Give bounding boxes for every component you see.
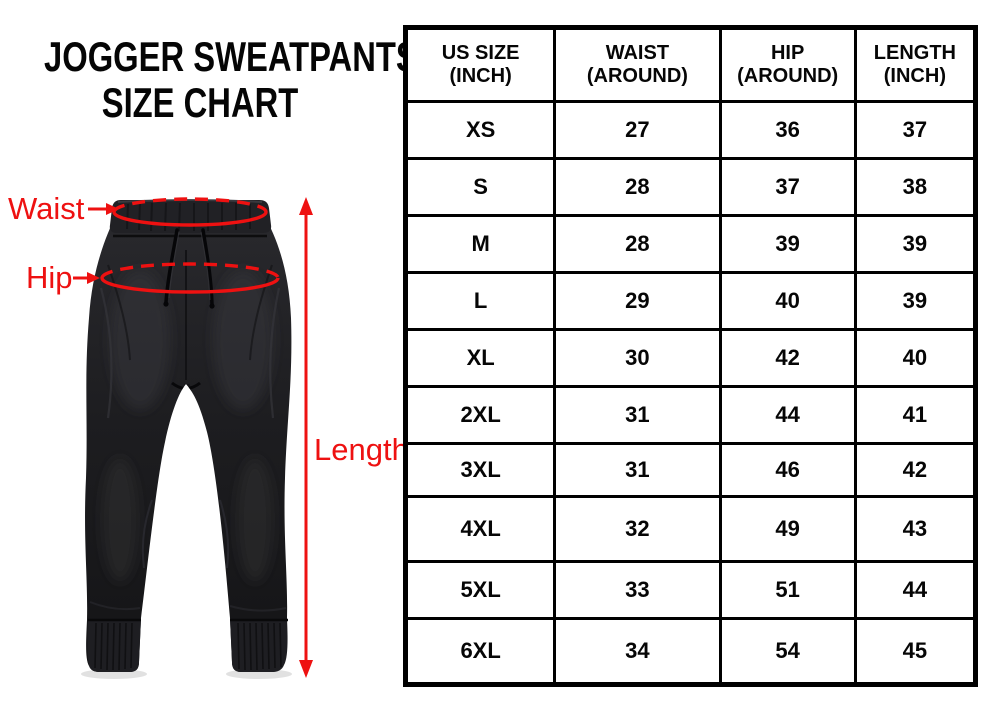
- length-cell: 42: [853, 442, 978, 498]
- waist-cell: 33: [553, 560, 722, 620]
- length-cell: 37: [853, 100, 978, 160]
- hip-cell: 40: [718, 271, 857, 331]
- size-cell: 6XL: [403, 617, 557, 686]
- column-header-waist: WAIST (AROUND): [553, 26, 722, 103]
- table-row: M 28 39 39: [403, 214, 978, 274]
- length-cell: 39: [853, 271, 978, 331]
- waistband-gathers: [126, 202, 251, 232]
- page-title: JOGGER SWEATPANTS SIZE CHART: [44, 34, 418, 126]
- table-row: 6XL 34 54 45: [403, 617, 978, 686]
- size-cell: 4XL: [403, 495, 557, 563]
- size-cell: XS: [403, 100, 557, 160]
- hip-arrow: [73, 272, 100, 284]
- waist-measure-ellipse: [112, 197, 268, 227]
- length-cell: 45: [853, 617, 978, 686]
- table-row: 5XL 33 51 44: [403, 560, 978, 620]
- waist-cell: 28: [553, 214, 722, 274]
- left-cuff: [87, 618, 141, 672]
- waist-cell: 31: [553, 385, 722, 445]
- waist-label: Waist: [8, 191, 85, 226]
- length-arrow: [299, 197, 313, 678]
- size-cell: 2XL: [403, 385, 557, 445]
- table-row: 2XL 31 44 41: [403, 385, 978, 445]
- table-row: 3XL 31 46 42: [403, 442, 978, 498]
- hip-measure-ellipse: [100, 262, 280, 294]
- hip-cell: 51: [718, 560, 857, 620]
- column-header-us-size: US SIZE (INCH): [403, 26, 557, 103]
- page-title-line1: JOGGER SWEATPANTS: [44, 33, 418, 80]
- length-cell: 43: [853, 495, 978, 563]
- size-chart-table: US SIZE (INCH) WAIST (AROUND) HIP (AROUN…: [403, 25, 978, 687]
- length-cell: 41: [853, 385, 978, 445]
- hip-label: Hip: [26, 260, 73, 295]
- waist-cell: 31: [553, 442, 722, 498]
- page-title-line2: SIZE CHART: [101, 79, 299, 126]
- length-label: Length: [314, 432, 409, 467]
- table-row: L 29 40 39: [403, 271, 978, 331]
- size-cell: 5XL: [403, 560, 557, 620]
- waist-cell: 32: [553, 495, 722, 563]
- header-row: US SIZE (INCH) WAIST (AROUND) HIP (AROUN…: [403, 26, 978, 103]
- hip-cell: 36: [718, 100, 857, 160]
- pants-graphic: [81, 199, 292, 679]
- hip-cell: 37: [718, 157, 857, 217]
- length-cell: 40: [853, 328, 978, 388]
- table-row: XS 27 36 37: [403, 100, 978, 160]
- column-header-length: LENGTH (INCH): [853, 26, 978, 103]
- hip-cell: 49: [718, 495, 857, 563]
- hip-cell: 46: [718, 442, 857, 498]
- waist-cell: 27: [553, 100, 722, 160]
- column-header-hip: HIP (AROUND): [718, 26, 857, 103]
- size-cell: XL: [403, 328, 557, 388]
- size-table-body: XS 27 36 37 S 28 37 38 M 28 39 39 L 29 40 39 XL 30 42 40 2XL…: [403, 100, 978, 686]
- right-cuff: [230, 618, 288, 672]
- waist-arrow: [88, 203, 119, 215]
- waist-cell: 30: [553, 328, 722, 388]
- size-cell: S: [403, 157, 557, 217]
- table-row: 4XL 32 49 43: [403, 495, 978, 563]
- size-table-header: US SIZE (INCH) WAIST (AROUND) HIP (AROUN…: [403, 26, 978, 103]
- waist-cell: 29: [553, 271, 722, 331]
- length-cell: 38: [853, 157, 978, 217]
- size-cell: M: [403, 214, 557, 274]
- table-row: S 28 37 38: [403, 157, 978, 217]
- hip-cell: 39: [718, 214, 857, 274]
- waist-cell: 28: [553, 157, 722, 217]
- jogger-pants-diagram: Waist Hip Length: [8, 191, 409, 679]
- waist-cell: 34: [553, 617, 722, 686]
- length-cell: 39: [853, 214, 978, 274]
- hip-cell: 42: [718, 328, 857, 388]
- hip-cell: 44: [718, 385, 857, 445]
- length-cell: 44: [853, 560, 978, 620]
- table-row: XL 30 42 40: [403, 328, 978, 388]
- size-cell: L: [403, 271, 557, 331]
- size-cell: 3XL: [403, 442, 557, 498]
- hip-cell: 54: [718, 617, 857, 686]
